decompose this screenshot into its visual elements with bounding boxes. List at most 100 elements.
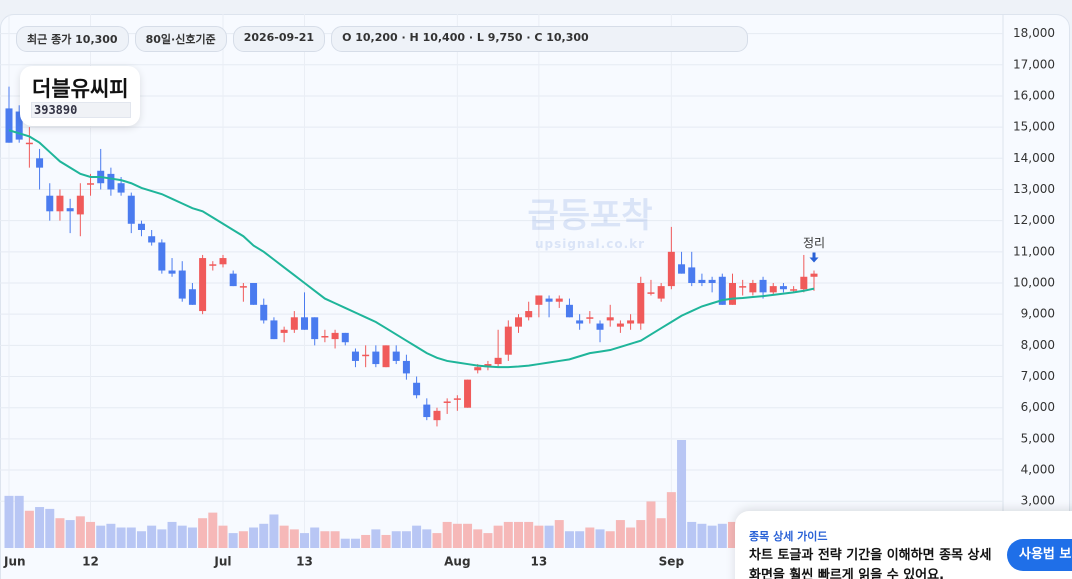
volume-bar (238, 531, 248, 548)
candle-body (627, 320, 635, 324)
guide-text: 차트 토글과 전략 기간을 이해하면 종목 상세 (749, 548, 992, 563)
volume-bar (218, 525, 228, 548)
candle-body (199, 258, 207, 312)
stock-name: 더블유씨피 (32, 77, 129, 101)
volume-bar (656, 518, 666, 548)
volume-bar (136, 531, 146, 548)
volume-bar (65, 520, 75, 548)
volume-bar (473, 529, 483, 548)
volume-bar (483, 533, 493, 548)
guide-button[interactable]: 사용법 보기 (1007, 539, 1072, 571)
candle-body (790, 289, 798, 291)
volume-bar (75, 516, 85, 548)
volume-bar (86, 521, 96, 548)
candle-body (443, 401, 451, 403)
volume-bar (187, 527, 197, 548)
y-tick-label: 16,000 (1013, 88, 1055, 102)
guide-title: 종목 상세 가이드 (749, 530, 828, 543)
candle-body (810, 273, 818, 277)
x-tick-label: 13 (296, 555, 313, 569)
volume-bar (55, 518, 65, 548)
candle-body (576, 320, 584, 324)
candle-body (504, 326, 512, 355)
volume-bar (157, 529, 167, 548)
volume-bar (412, 525, 422, 548)
watermark: 급등포착 upsignal.co.kr (520, 188, 660, 251)
volume-bar (371, 529, 381, 548)
candle-body (555, 298, 563, 302)
watermark-title: 급등포착 (527, 196, 653, 236)
candle-body (616, 323, 624, 327)
candle-body (36, 158, 44, 168)
volume-bar (595, 529, 605, 548)
candle-body (66, 208, 74, 212)
candle-body (137, 223, 145, 230)
guide-text: 화면을 훨씬 빠르게 읽을 수 있어요. (749, 568, 945, 579)
candle-body (250, 283, 258, 305)
candle-body (779, 286, 787, 290)
y-tick-label: 9,000 (1021, 307, 1055, 321)
volume-bar (4, 495, 14, 548)
candle-body (800, 276, 808, 290)
volume-bar (126, 527, 136, 548)
candle-body (637, 283, 645, 324)
candle-body (127, 195, 135, 224)
volume-bar (646, 501, 656, 548)
candle-body (321, 336, 329, 338)
candle-body (413, 382, 421, 396)
candle-body (148, 236, 156, 243)
candle-body (678, 264, 686, 274)
volume-bar (116, 527, 126, 548)
candle-body (606, 317, 614, 321)
volume-bar (330, 531, 340, 548)
candle-body (759, 279, 767, 293)
candle-body (270, 320, 278, 340)
volume-bar (615, 520, 625, 548)
volume-bar (554, 520, 564, 548)
x-tick-label: Aug (444, 555, 470, 569)
candle-body (209, 264, 217, 266)
candle-body (423, 404, 431, 418)
volume-bar (666, 492, 676, 548)
volume-bar (514, 521, 523, 548)
y-tick-label: 13,000 (1013, 182, 1055, 196)
candle-body (596, 323, 604, 330)
volume-bar (35, 507, 45, 548)
x-tick-label: Sep (659, 555, 685, 569)
candle-body (351, 351, 359, 361)
candle-body (158, 242, 166, 271)
candle-body (535, 295, 543, 305)
candle-body (657, 286, 665, 299)
x-tick-label: Jun (3, 555, 26, 569)
volume-bar (310, 527, 320, 548)
candle-body (260, 304, 268, 321)
volume-bar (269, 514, 279, 548)
candle-body (46, 195, 54, 212)
watermark-url: upsignal.co.kr (534, 237, 646, 251)
candle-body (494, 357, 502, 365)
volume-bar (45, 508, 55, 548)
chip: 최근 종가 10,300 (16, 26, 129, 52)
annotation: 정리 (803, 236, 825, 250)
candle-body (107, 173, 115, 190)
candle-body (15, 111, 23, 140)
volume-bar (687, 521, 697, 548)
candle-body (464, 379, 472, 408)
y-tick-label: 15,000 (1013, 120, 1055, 134)
candle-body (56, 195, 64, 212)
candle-body (545, 298, 553, 302)
volume-bar (422, 529, 432, 548)
y-tick-label: 17,000 (1013, 57, 1055, 71)
x-tick-label: 12 (82, 555, 99, 569)
candle-body (5, 108, 13, 143)
volume-bar (147, 525, 157, 548)
y-tick-label: 14,000 (1013, 151, 1055, 165)
candle-body (331, 332, 339, 340)
guide-popup: 종목 상세 가이드 차트 토글과 전략 기간을 이해하면 종목 상세 화면을 훨… (735, 511, 1072, 579)
candle-body (688, 267, 696, 283)
candle-body (698, 279, 706, 283)
volume-bar (452, 523, 462, 548)
y-tick-label: 18,000 (1013, 26, 1055, 40)
volume-bar (534, 525, 544, 548)
